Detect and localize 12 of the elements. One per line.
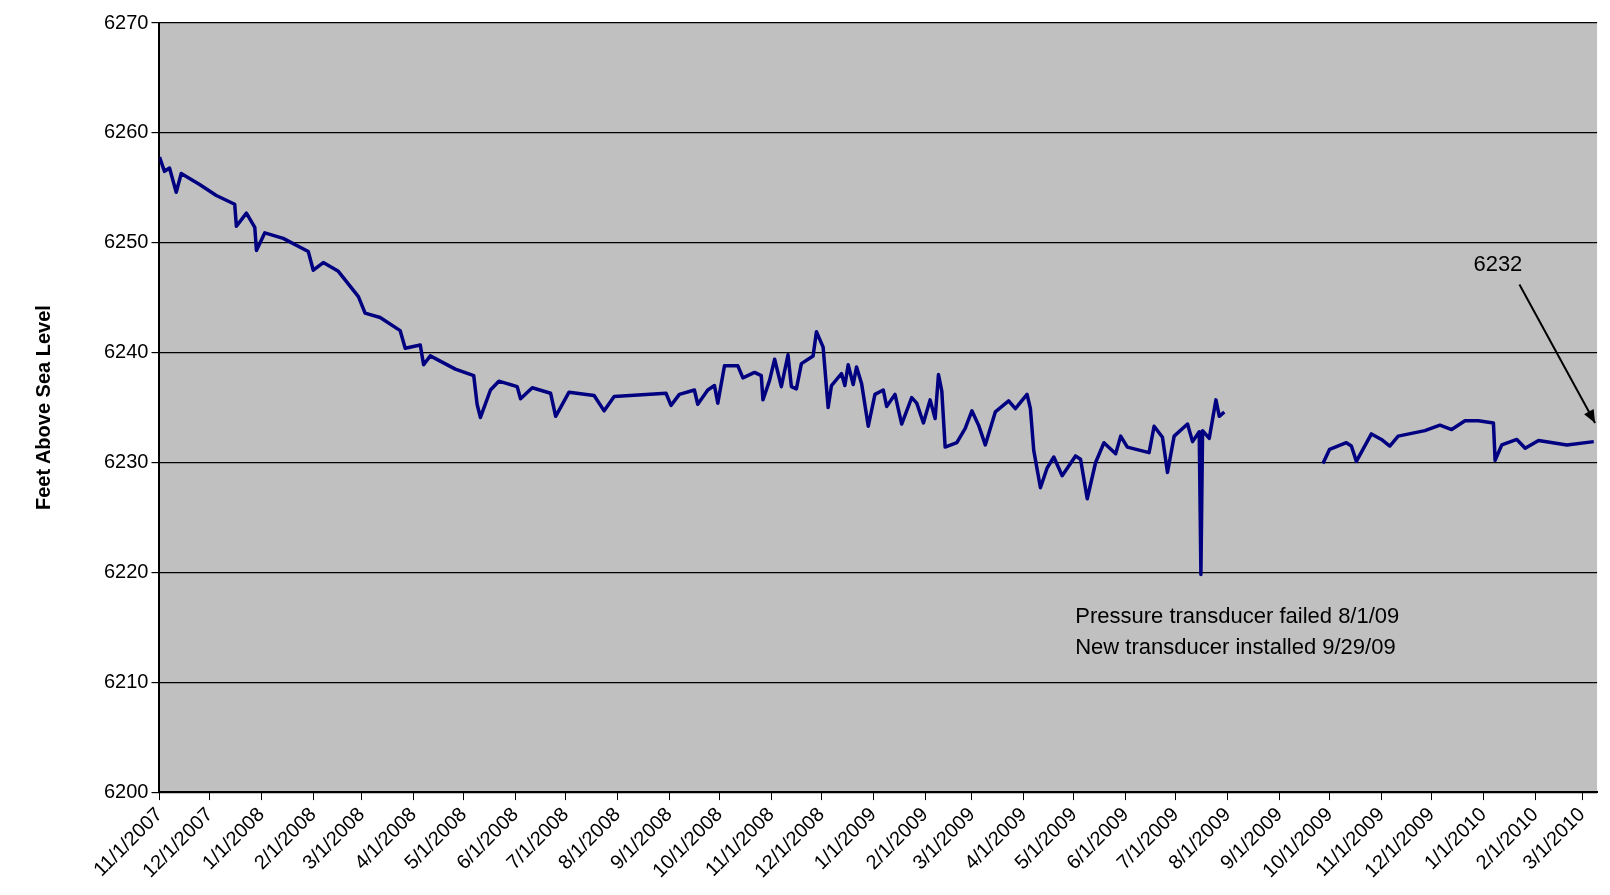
y-axis-title: Feet Above Sea Level: [31, 305, 54, 511]
y-tick-label: 6230: [103, 450, 149, 473]
y-tick-label: 6220: [103, 559, 149, 582]
y-tick-label: 6240: [103, 340, 149, 363]
y-tick-label: 6270: [103, 10, 149, 33]
y-tick-label: 6260: [103, 120, 149, 143]
annotation: Pressure transducer failed 8/1/09: [1075, 602, 1400, 628]
y-tick-label: 6200: [103, 779, 149, 802]
y-tick-label: 6250: [103, 230, 149, 253]
y-tick-label: 6210: [103, 669, 149, 692]
annotation: New transducer installed 9/29/09: [1075, 634, 1396, 660]
annotation: 6232: [1473, 250, 1523, 276]
